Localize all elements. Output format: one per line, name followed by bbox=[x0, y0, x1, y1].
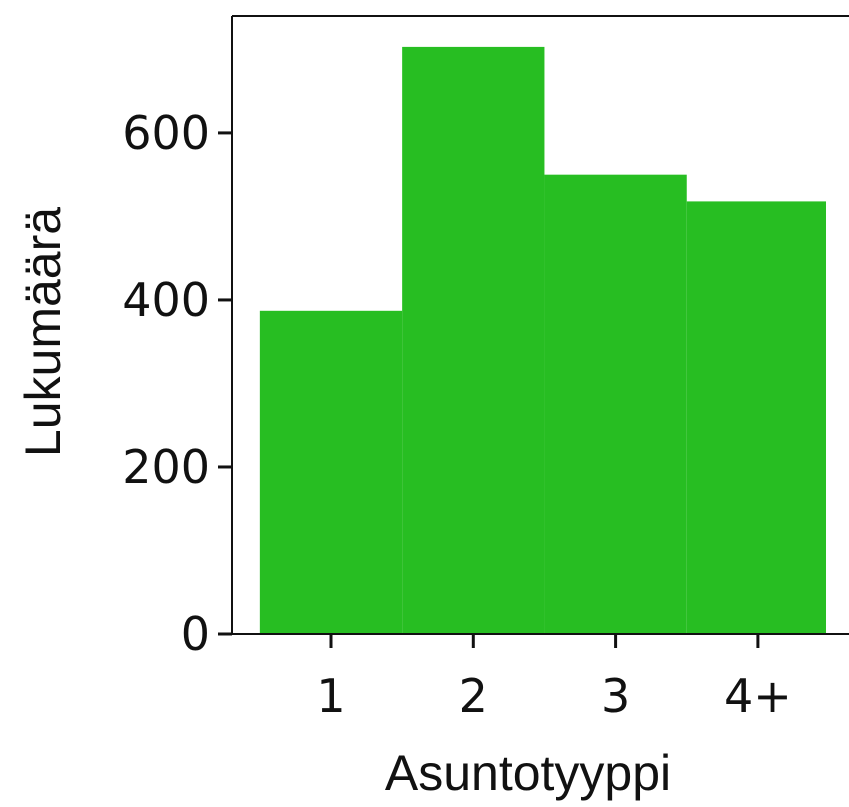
y-tick-label: 0 bbox=[181, 607, 210, 661]
x-tick-label: 1 bbox=[316, 669, 345, 723]
x-tick-label: 3 bbox=[601, 669, 630, 723]
bars-group bbox=[259, 46, 826, 635]
x-ticks: 1 2 3 4+ bbox=[316, 634, 792, 723]
bar-1 bbox=[259, 310, 403, 634]
x-tick-label: 4+ bbox=[724, 669, 792, 723]
y-tick-label: 400 bbox=[122, 273, 210, 327]
bar-2 bbox=[402, 46, 545, 634]
y-ticks: 0 200 400 600 bbox=[122, 106, 232, 661]
y-tick-label: 600 bbox=[122, 106, 210, 160]
bar-3 bbox=[544, 174, 687, 635]
y-tick-label: 200 bbox=[122, 440, 210, 494]
x-axis-label: Asuntotyyppi bbox=[385, 745, 671, 801]
axes-group bbox=[231, 15, 849, 635]
y-axis-label: Lukumäärä bbox=[15, 207, 71, 457]
bar-4+ bbox=[686, 201, 826, 634]
x-tick-label: 2 bbox=[459, 669, 488, 723]
